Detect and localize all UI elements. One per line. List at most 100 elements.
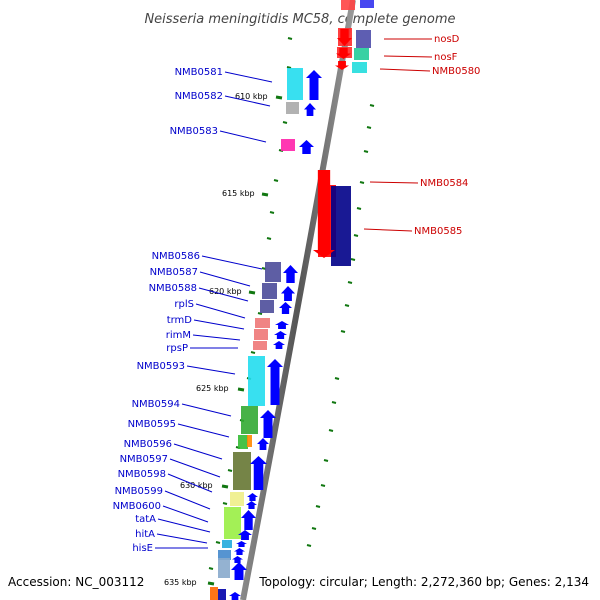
forward-gene-label: hitA: [135, 529, 155, 540]
gene-block: [210, 587, 218, 600]
gene-block: [253, 341, 267, 350]
forward-arrow: [281, 286, 295, 301]
kbp-tick-label: 635 kbp: [164, 578, 197, 587]
tick-dash: [340, 330, 346, 333]
forward-gene-label: NMB0599: [115, 486, 163, 497]
forward-gene-label: hisE: [132, 543, 153, 554]
forward-gene-label: NMB0600: [113, 501, 161, 512]
gene-block: [360, 0, 374, 8]
forward-gene-leader: [181, 403, 232, 417]
forward-gene-leader: [198, 287, 249, 302]
gene-block: [287, 68, 303, 100]
kbp-tick-mark: [275, 95, 283, 100]
tick-dash: [286, 66, 292, 69]
forward-gene-label: rplS: [174, 299, 194, 310]
tick-dash: [344, 304, 350, 307]
forward-gene-leader: [186, 365, 236, 375]
gene-block: [254, 329, 268, 340]
gene-block: [218, 558, 230, 578]
reverse-gene-label: NMB0584: [420, 178, 468, 189]
tick-dash: [257, 312, 263, 315]
reverse-arrow: [337, 29, 352, 46]
gene-block: [233, 452, 251, 490]
forward-gene-leader: [157, 518, 211, 533]
forward-gene-leader: [169, 458, 221, 478]
gene-block: [354, 48, 369, 60]
gene-features: [210, 0, 374, 600]
forward-gene-label: tatA: [135, 514, 156, 525]
gene-block: [218, 550, 231, 560]
gene-block: [262, 283, 277, 299]
forward-arrow: [247, 493, 258, 501]
forward-gene-label: NMB0582: [175, 91, 223, 102]
tick-dash: [320, 484, 326, 487]
forward-gene-label: NMB0586: [152, 251, 200, 262]
reverse-gene-leader: [369, 181, 419, 184]
gene-block: [286, 102, 299, 114]
tick-dash: [250, 351, 256, 354]
forward-gene-leader: [195, 303, 246, 319]
forward-gene-leader: [167, 473, 213, 493]
forward-gene-label: NMB0588: [149, 283, 197, 294]
gene-block: [241, 406, 258, 434]
forward-gene-leader: [162, 505, 209, 523]
tick-dash: [369, 104, 375, 107]
genome-title: Neisseria meningitidis MC58, complete ge…: [144, 12, 455, 27]
kbp-tick-label: 615 kbp: [222, 189, 255, 198]
reverse-arrow: [313, 170, 335, 258]
forward-gene-label: NMB0581: [175, 67, 223, 78]
reverse-gene-label: NMB0585: [414, 226, 462, 237]
kbp-tick-mark: [207, 581, 215, 586]
forward-gene-label: NMB0596: [124, 439, 172, 450]
forward-arrow: [236, 541, 247, 547]
tick-dash: [363, 150, 369, 153]
forward-arrow: [260, 410, 276, 438]
gene-block: [260, 300, 274, 313]
forward-gene-label: NMB0587: [150, 267, 198, 278]
forward-gene-label: NMB0594: [132, 399, 180, 410]
forward-arrow: [267, 359, 283, 405]
accession-text: Accession: NC_003112: [8, 575, 144, 589]
forward-gene-leader: [192, 334, 241, 341]
tick-dash: [311, 527, 317, 530]
forward-gene-leader: [164, 490, 211, 510]
gene-block: [238, 435, 248, 449]
forward-gene-label: NMB0583: [170, 126, 218, 137]
tick-dash: [323, 459, 329, 462]
tick-dash: [334, 377, 340, 380]
tick-dash: [266, 237, 272, 240]
tick-dash: [315, 505, 321, 508]
kbp-tick-label: 625 kbp: [196, 384, 229, 393]
forward-gene-label: rpsP: [166, 343, 188, 354]
forward-gene-leader: [156, 533, 208, 544]
forward-gene-leader: [201, 255, 263, 270]
forward-arrow: [274, 331, 287, 339]
tick-dash: [282, 121, 288, 124]
forward-gene-label: NMB0598: [118, 469, 166, 480]
genome-backbone: [240, 0, 356, 600]
forward-arrow: [257, 438, 269, 450]
tick-dash: [347, 281, 353, 284]
tick-dash: [215, 541, 221, 544]
gene-block: [341, 0, 355, 10]
reverse-gene-label: nosF: [434, 52, 458, 63]
forward-gene-label: rimM: [166, 330, 191, 341]
forward-arrow: [229, 592, 241, 600]
reverse-gene-label: nosD: [434, 34, 460, 45]
gene-block: [255, 318, 270, 328]
topology-text: Topology: circular; Length: 2,272,360 bp…: [258, 575, 589, 589]
forward-arrow: [238, 530, 252, 540]
forward-arrow: [246, 501, 257, 509]
forward-arrow: [304, 103, 316, 116]
tick-dash: [273, 179, 279, 182]
gene-block: [356, 30, 371, 48]
gene-block: [281, 139, 295, 151]
tick-dash: [306, 544, 312, 547]
gene-block: [218, 589, 226, 600]
forward-arrow: [273, 341, 285, 349]
tick-dash: [350, 258, 356, 261]
forward-gene-label: NMB0593: [137, 361, 185, 372]
forward-gene-leader: [199, 271, 251, 287]
tick-dash: [366, 126, 372, 129]
